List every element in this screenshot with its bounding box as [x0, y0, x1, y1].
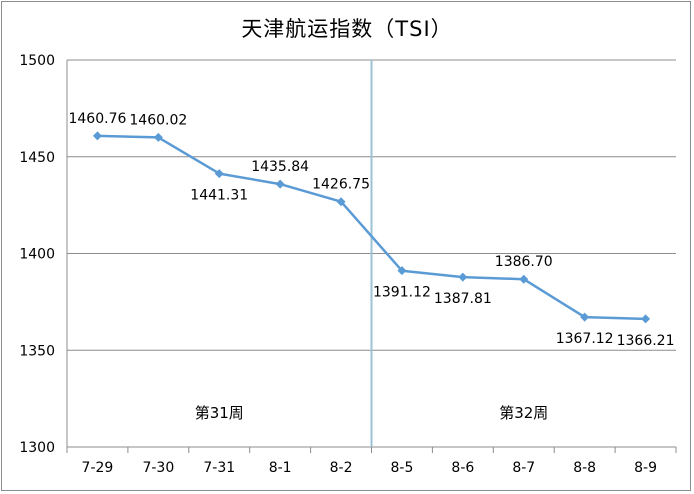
x-tick-labels: 7-29 7-30 7-31 8-1 8-2 8-5 8-6 8-7 8-8 8-9 — [82, 460, 657, 476]
x-tick-label: 7-30 — [142, 460, 174, 476]
series-line-path — [97, 134, 646, 321]
data-label: 1391.12 — [373, 285, 431, 301]
x-tick-label: 7-31 — [203, 460, 235, 476]
data-point — [153, 132, 163, 142]
data-label: 1386.70 — [495, 254, 553, 270]
data-point — [397, 266, 407, 276]
data-point — [214, 169, 224, 179]
data-point — [92, 131, 102, 141]
data-point — [519, 274, 529, 284]
series-line — [97, 134, 646, 321]
x-tick-label: 8-8 — [573, 460, 596, 476]
x-tick-label: 8-7 — [512, 460, 535, 476]
data-label: 1435.84 — [251, 159, 309, 175]
week-labels: 第31周 第32周 — [195, 404, 549, 422]
y-tick-label: 1300 — [19, 440, 55, 456]
data-label: 1441.31 — [190, 188, 248, 204]
y-tick-label: 1450 — [19, 150, 55, 166]
data-label: 1367.12 — [556, 331, 614, 347]
data-point — [580, 312, 590, 322]
y-tick-label: 1400 — [19, 247, 55, 263]
x-tick-label: 8-1 — [269, 460, 292, 476]
y-tick-label: 1500 — [19, 53, 55, 69]
week-label: 第32周 — [499, 404, 548, 422]
x-tick-label: 8-6 — [451, 460, 474, 476]
x-tick-label: 8-2 — [330, 460, 353, 476]
y-tick-labels: 1300 1350 1400 1450 1500 — [19, 53, 55, 456]
data-point — [275, 179, 285, 189]
chart-title: 天津航运指数（TSI） — [241, 17, 453, 41]
y-tick-label: 1350 — [19, 343, 55, 359]
x-tick-label: 8-9 — [634, 460, 657, 476]
data-label: 1460.02 — [129, 112, 187, 128]
x-tick-label: 8-5 — [391, 460, 414, 476]
series-markers — [92, 131, 651, 324]
x-tick-label: 7-29 — [82, 460, 114, 476]
data-label: 1426.75 — [312, 177, 370, 193]
data-label: 1366.21 — [617, 333, 675, 349]
week-label: 第31周 — [195, 404, 244, 422]
data-point — [458, 272, 468, 282]
data-point — [641, 314, 651, 324]
data-label: 1387.81 — [434, 291, 492, 307]
data-label: 1460.76 — [68, 111, 126, 127]
data-point — [336, 197, 346, 207]
